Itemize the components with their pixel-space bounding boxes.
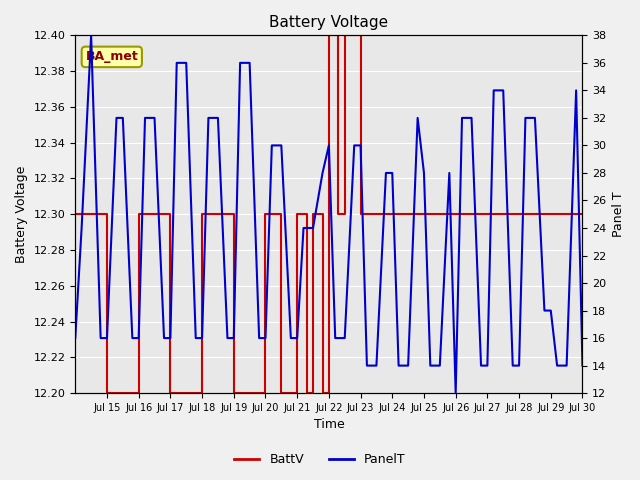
Title: Battery Voltage: Battery Voltage xyxy=(269,15,388,30)
X-axis label: Time: Time xyxy=(314,419,344,432)
Y-axis label: Panel T: Panel T xyxy=(612,192,625,237)
Legend: BattV, PanelT: BattV, PanelT xyxy=(229,448,411,471)
Y-axis label: Battery Voltage: Battery Voltage xyxy=(15,166,28,263)
Text: BA_met: BA_met xyxy=(85,50,138,63)
